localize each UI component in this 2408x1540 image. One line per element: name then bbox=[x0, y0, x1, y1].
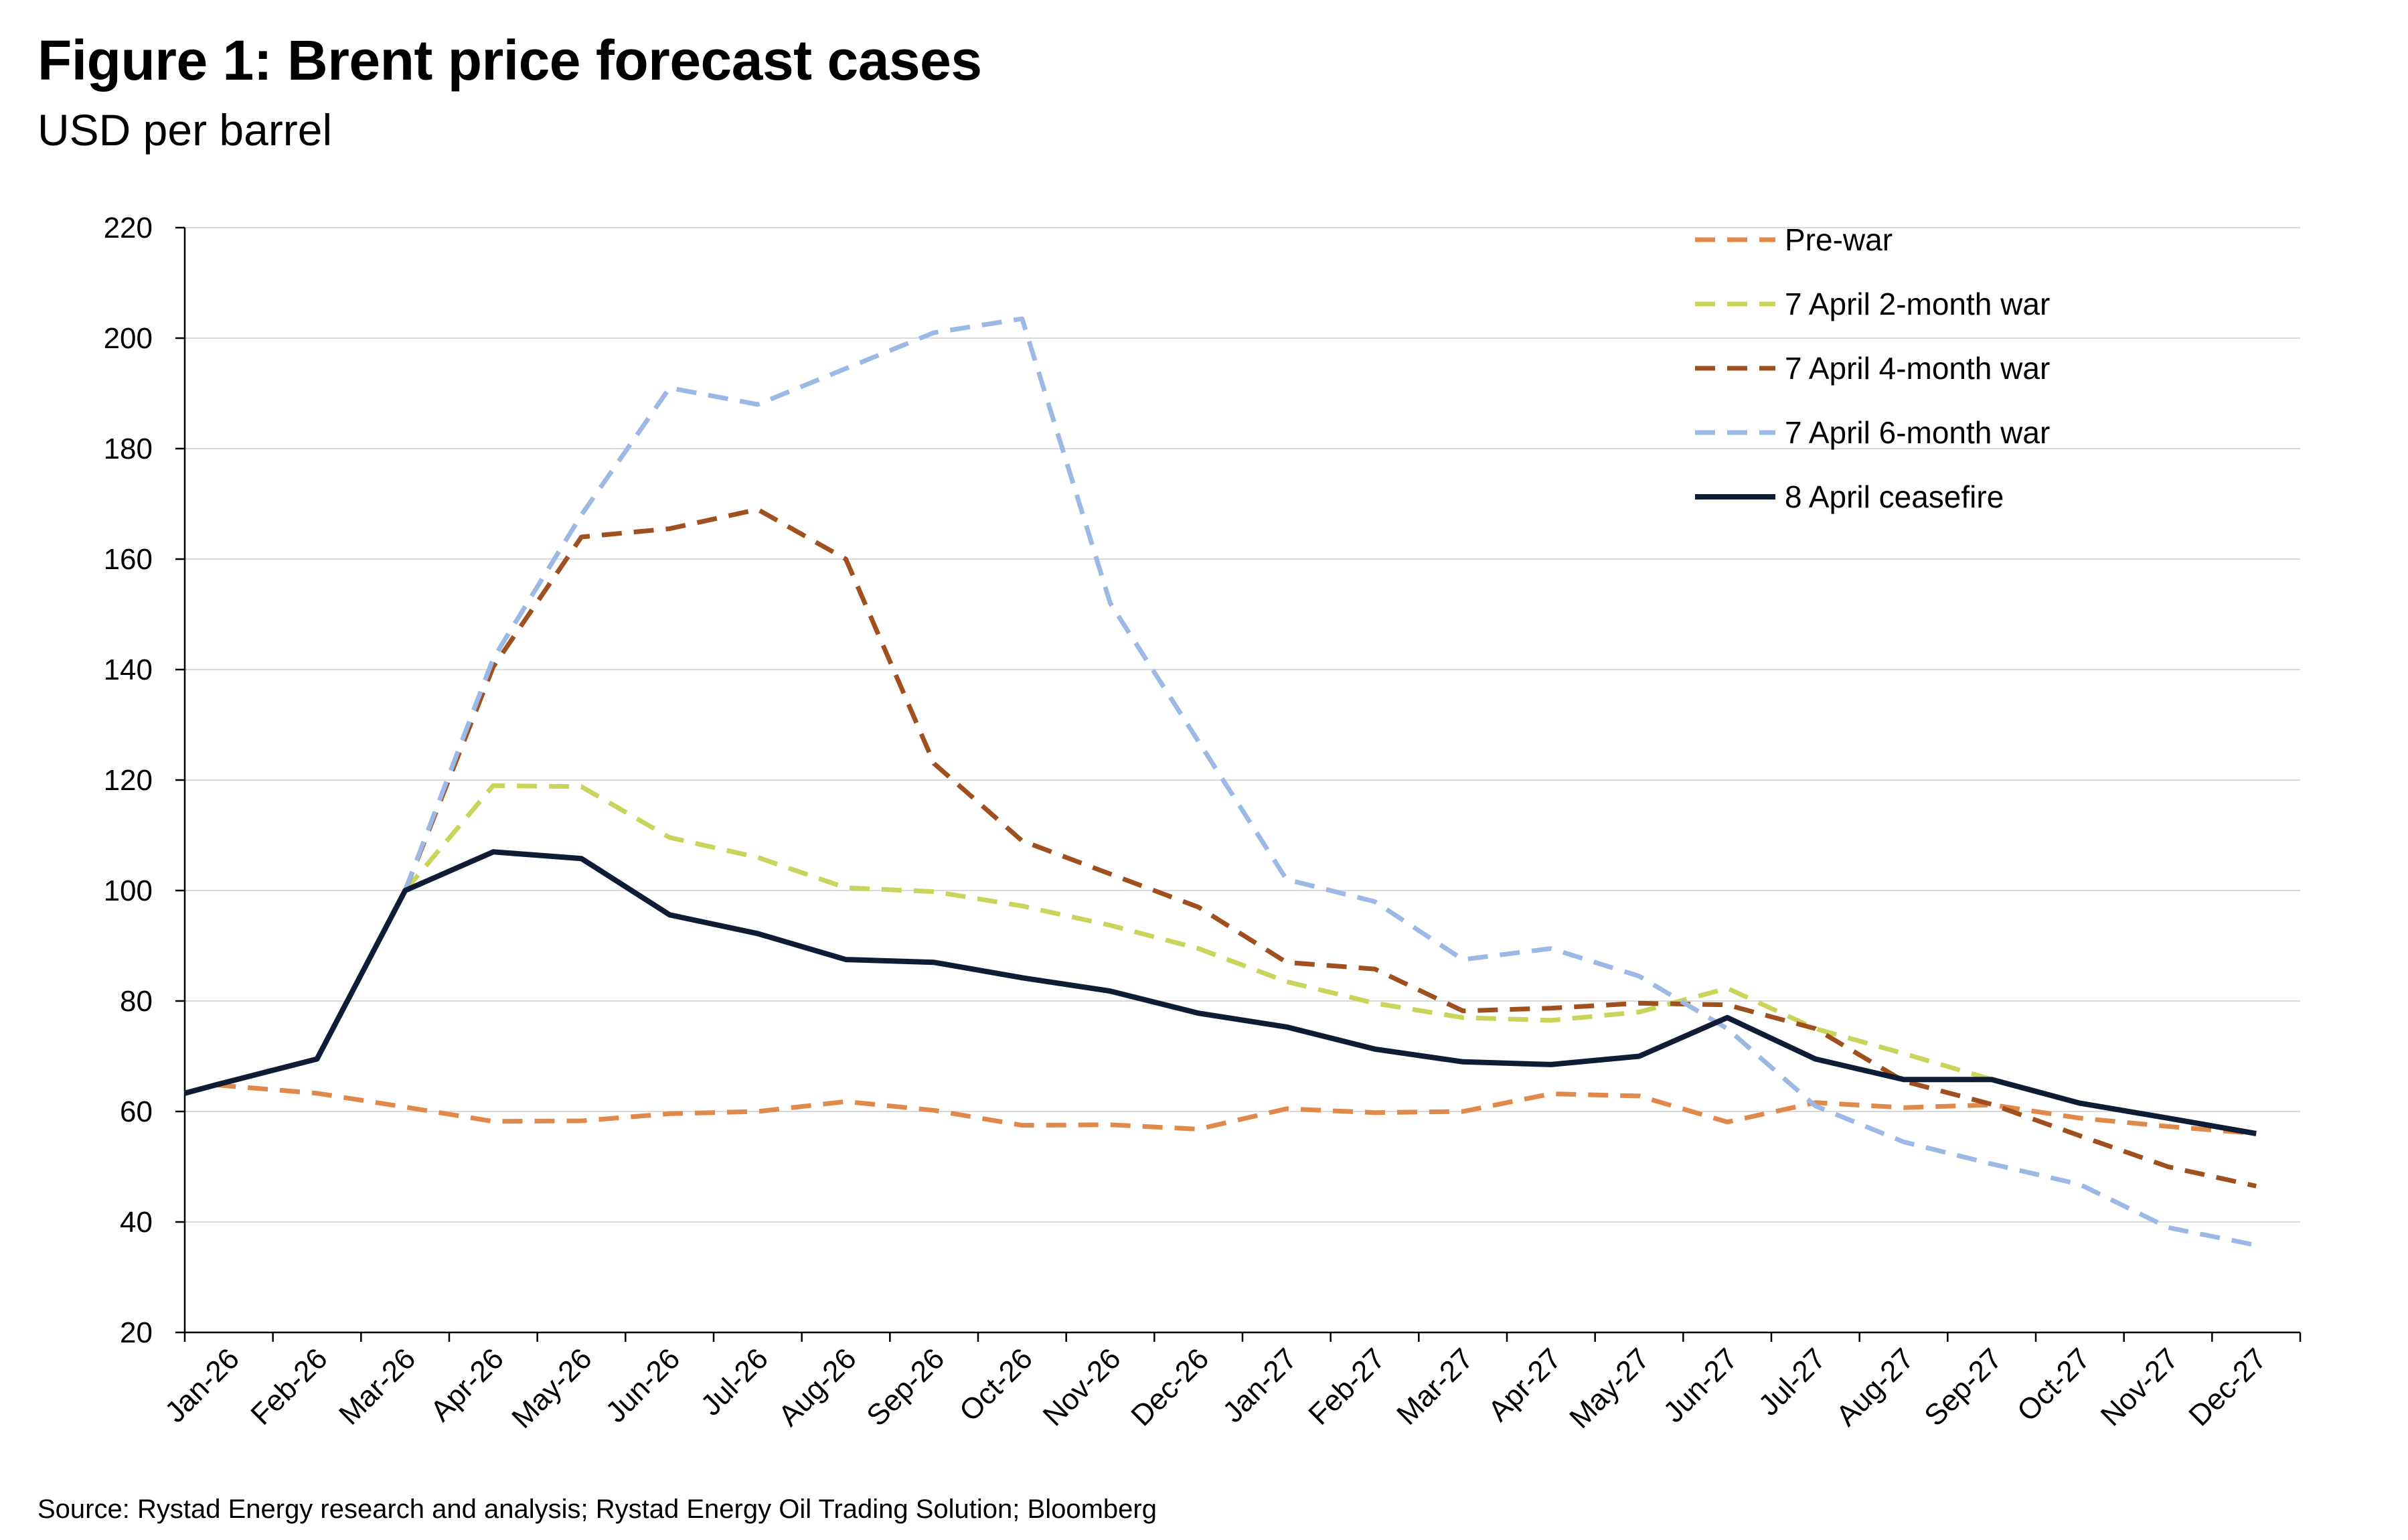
x-tick-label: May-27 bbox=[1563, 1342, 1656, 1434]
x-tick-label: Aug-27 bbox=[1830, 1342, 1921, 1432]
series-line-1 bbox=[403, 783, 1993, 1082]
x-tick-label: Nov-26 bbox=[1037, 1342, 1127, 1432]
source-note: Source: Rystad Energy research and analy… bbox=[37, 1494, 1157, 1524]
legend-label: 7 April 2-month war bbox=[1785, 287, 2050, 321]
legend: Pre-war 7 April 2-month war 7 April 4-mont… bbox=[1695, 222, 2050, 514]
x-tick-label: Mar-26 bbox=[333, 1342, 422, 1431]
x-tick-label: Dec-27 bbox=[2182, 1342, 2273, 1432]
x-tick-label: Jun-26 bbox=[599, 1342, 686, 1429]
x-tick-label: Sep-27 bbox=[1918, 1342, 2008, 1432]
legend-label: 7 April 6-month war bbox=[1785, 415, 2050, 450]
x-tick-label: Dec-26 bbox=[1125, 1342, 1215, 1432]
y-tick-label: 80 bbox=[120, 985, 153, 1018]
series-line-4 bbox=[183, 849, 2257, 1136]
x-tick-label: Aug-26 bbox=[773, 1342, 863, 1432]
series-lines bbox=[183, 316, 2257, 1248]
chart-title: Figure 1: Brent price forecast cases bbox=[37, 29, 982, 92]
x-tick-label: Feb-26 bbox=[244, 1342, 333, 1431]
x-tick-label: Apr-27 bbox=[1482, 1342, 1568, 1428]
x-tick-label: Mar-27 bbox=[1390, 1342, 1479, 1431]
x-tick-label: Feb-27 bbox=[1302, 1342, 1391, 1431]
x-tick-label: Sep-26 bbox=[860, 1342, 951, 1432]
x-tick-label: Oct-26 bbox=[953, 1342, 1039, 1428]
x-tick-label: Jan-26 bbox=[159, 1342, 246, 1429]
y-axis-ticks: 20 40 60 80 100 120 140 160 180 200 220 bbox=[104, 212, 185, 1349]
y-tick-label: 40 bbox=[120, 1206, 153, 1239]
x-tick-label: Jun-27 bbox=[1657, 1342, 1744, 1429]
legend-label: Pre-war bbox=[1785, 222, 1893, 257]
x-tick-label: Jan-27 bbox=[1216, 1342, 1303, 1429]
series-line-0 bbox=[184, 1082, 2257, 1136]
y-tick-label: 200 bbox=[104, 322, 153, 355]
x-tick-label: Oct-27 bbox=[2011, 1342, 2097, 1428]
chart-subtitle: USD per barrel bbox=[37, 105, 333, 155]
y-tick-label: 100 bbox=[104, 874, 153, 907]
x-tick-label: Apr-26 bbox=[424, 1342, 510, 1428]
y-tick-label: 180 bbox=[104, 433, 153, 465]
y-tick-label: 220 bbox=[104, 212, 153, 244]
series-line-3 bbox=[402, 316, 2257, 1248]
x-tick-label: Jul-26 bbox=[695, 1342, 775, 1421]
x-tick-label: May-26 bbox=[505, 1342, 598, 1434]
legend-label: 8 April ceasefire bbox=[1785, 479, 2004, 514]
y-tick-label: 140 bbox=[104, 653, 153, 686]
x-tick-label: Nov-27 bbox=[2095, 1342, 2185, 1432]
y-tick-label: 60 bbox=[120, 1095, 153, 1128]
y-tick-label: 160 bbox=[104, 543, 153, 576]
legend-label: 7 April 4-month war bbox=[1785, 351, 2050, 386]
y-tick-label: 20 bbox=[120, 1316, 153, 1349]
gridlines bbox=[185, 227, 2300, 1223]
y-tick-label: 120 bbox=[104, 764, 153, 797]
x-tick-label: Jul-27 bbox=[1753, 1342, 1832, 1421]
series-line-2 bbox=[402, 507, 2257, 1188]
